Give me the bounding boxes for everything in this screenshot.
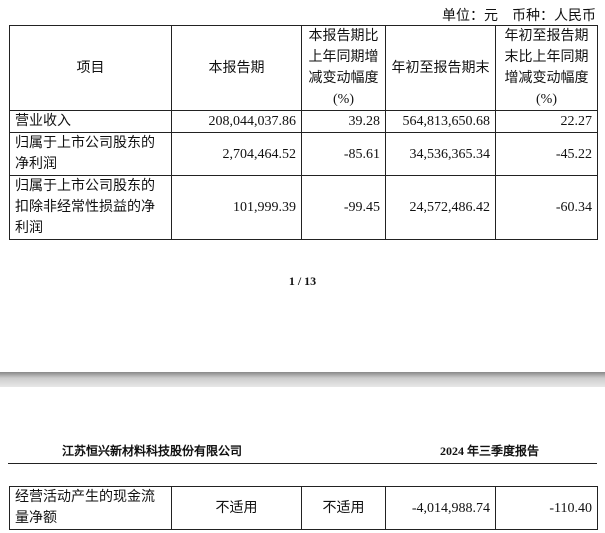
- cell: 不适用: [301, 486, 386, 530]
- table-row: 归属于上市公司股东的净利润 2,704,464.52 -85.61 34,536…: [9, 132, 598, 176]
- company-name: 江苏恒兴新材料科技股份有限公司: [62, 444, 243, 458]
- cell: -45.22: [495, 132, 598, 176]
- row-label: 归属于上市公司股东的净利润: [9, 132, 172, 176]
- table-row: 营业收入 208,044,037.86 39.28 564,813,650.68…: [9, 110, 598, 133]
- header-ytd: 年初至报告期末: [385, 25, 496, 111]
- report-title: 2024 年三季度报告: [440, 444, 540, 458]
- cell: 24,572,486.42: [385, 175, 496, 240]
- cell: 208,044,037.86: [171, 110, 302, 133]
- table-row: 归属于上市公司股东的扣除非经常性损益的净利润 101,999.39 -99.45…: [9, 175, 598, 240]
- row-label: 经营活动产生的现金流量净额: [9, 486, 172, 530]
- cell: 564,813,650.68: [385, 110, 496, 133]
- cell: -4,014,988.74: [385, 486, 496, 530]
- cell: 101,999.39: [171, 175, 302, 240]
- table-header-row: 项目 本报告期 本报告期比上年同期增减变动幅度(%) 年初至报告期末 年初至报告…: [9, 25, 598, 111]
- header-current-change: 本报告期比上年同期增减变动幅度(%): [301, 25, 386, 111]
- cell: 2,704,464.52: [171, 132, 302, 176]
- financial-data-table-continued: 经营活动产生的现金流量净额 不适用 不适用 -4,014,988.74 -110…: [9, 486, 598, 530]
- cell: 34,536,365.34: [385, 132, 496, 176]
- cell: -110.40: [495, 486, 598, 530]
- cell: 不适用: [171, 486, 302, 530]
- page-separator: [0, 372, 605, 387]
- row-label: 营业收入: [9, 110, 172, 133]
- cell: 39.28: [301, 110, 386, 133]
- cell: -60.34: [495, 175, 598, 240]
- cell: -99.45: [301, 175, 386, 240]
- page-number: 1 / 13: [288, 274, 317, 288]
- row-label: 归属于上市公司股东的扣除非经常性损益的净利润: [9, 175, 172, 240]
- header-item: 项目: [9, 25, 172, 111]
- currency-unit-note: 单位：元 币种：人民币: [442, 9, 596, 24]
- financial-data-table: 项目 本报告期 本报告期比上年同期增减变动幅度(%) 年初至报告期末 年初至报告…: [9, 25, 598, 240]
- header-divider: [8, 463, 597, 464]
- header-current-period: 本报告期: [171, 25, 302, 111]
- cell: -85.61: [301, 132, 386, 176]
- header-ytd-change: 年初至报告期末比上年同期增减变动幅度(%): [495, 25, 598, 111]
- table-row: 经营活动产生的现金流量净额 不适用 不适用 -4,014,988.74 -110…: [9, 486, 598, 530]
- cell: 22.27: [495, 110, 598, 133]
